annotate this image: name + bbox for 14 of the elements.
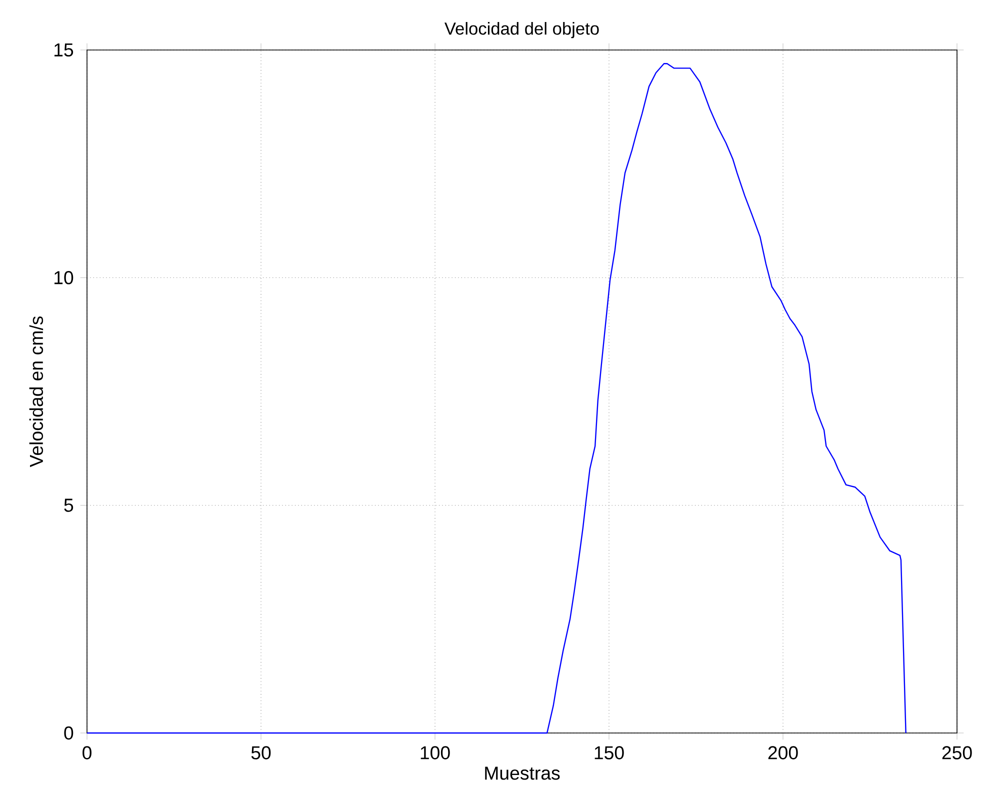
- chart-title: Velocidad del objeto: [444, 22, 599, 38]
- y-tick-label: 15: [54, 43, 74, 57]
- y-axis-title: Velocidad en cm/s: [29, 316, 44, 468]
- x-tick-label: 50: [251, 746, 271, 760]
- line-series: [86, 63, 906, 734]
- x-tick-label: 100: [420, 746, 450, 760]
- y-tick-label: 10: [54, 271, 74, 284]
- x-tick-label: 200: [768, 746, 798, 760]
- x-tick-label: 250: [942, 746, 972, 760]
- y-tick-label: 5: [64, 498, 74, 512]
- x-axis-title: Muestras: [485, 766, 560, 780]
- x-tick-label: 0: [82, 746, 92, 760]
- y-tick-label: 0: [64, 726, 74, 740]
- x-tick-label: 150: [594, 746, 624, 760]
